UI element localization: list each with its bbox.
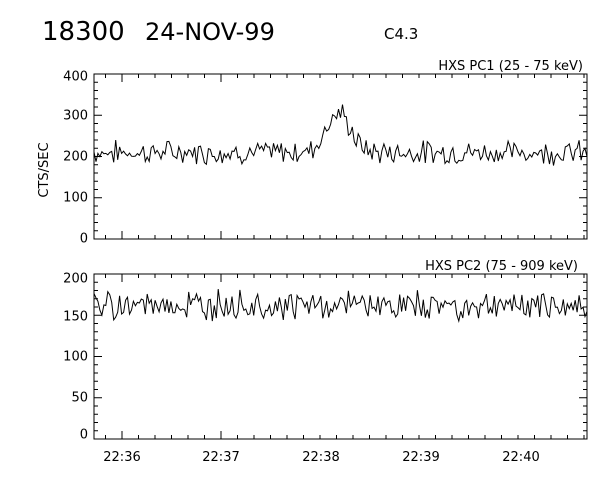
panel-pc1: HXS PC1 (25 - 75 keV) 0 100 200 300 400 … [37, 59, 588, 247]
xtick-label-2237: 22:37 [202, 450, 239, 465]
pc2-ytick-label-100: 100 [63, 350, 88, 365]
event-id: 18300 [42, 17, 125, 47]
panel-pc2-title: HXS PC2 (75 - 909 keV) [425, 259, 578, 274]
pc2-ytick-label-200: 200 [63, 272, 88, 287]
panel-pc2-ytick-labels: 0 50 100 150 200 [63, 272, 88, 443]
pc1-series-line [93, 104, 588, 166]
pc2-ytick-label-50: 50 [71, 391, 88, 406]
panel-pc1-ytick-labels: 0 100 200 300 400 [63, 70, 88, 247]
panel-pc1-frame [93, 73, 588, 240]
x-tick-labels: 22:36 22:37 22:38 22:39 22:40 [103, 450, 539, 465]
goes-class: C4.3 [384, 25, 418, 43]
pc2-ytick-label-150: 150 [63, 310, 88, 325]
pc1-ytick-label-100: 100 [63, 191, 88, 206]
panel-pc1-ylabel: CTS/SEC [37, 142, 52, 197]
xtick-label-2236: 22:36 [103, 450, 140, 465]
event-date: 24-NOV-99 [145, 18, 275, 46]
pc1-ytick-label-200: 200 [63, 150, 88, 165]
pc1-ytick-label-0: 0 [80, 232, 88, 247]
pc2-ytick-label-0: 0 [80, 428, 88, 443]
xtick-label-2240: 22:40 [502, 450, 539, 465]
panel-pc1-ticks [94, 73, 587, 240]
pc2-series-line [93, 289, 588, 323]
xtick-label-2238: 22:38 [302, 450, 339, 465]
pc1-ytick-label-400: 400 [63, 70, 88, 85]
xtick-label-2239: 22:39 [402, 450, 439, 465]
pc1-ytick-label-300: 300 [63, 109, 88, 124]
panel-pc1-title: HXS PC1 (25 - 75 keV) [438, 59, 583, 74]
panel-pc2: HXS PC2 (75 - 909 keV) 0 50 100 150 200 [63, 259, 588, 443]
